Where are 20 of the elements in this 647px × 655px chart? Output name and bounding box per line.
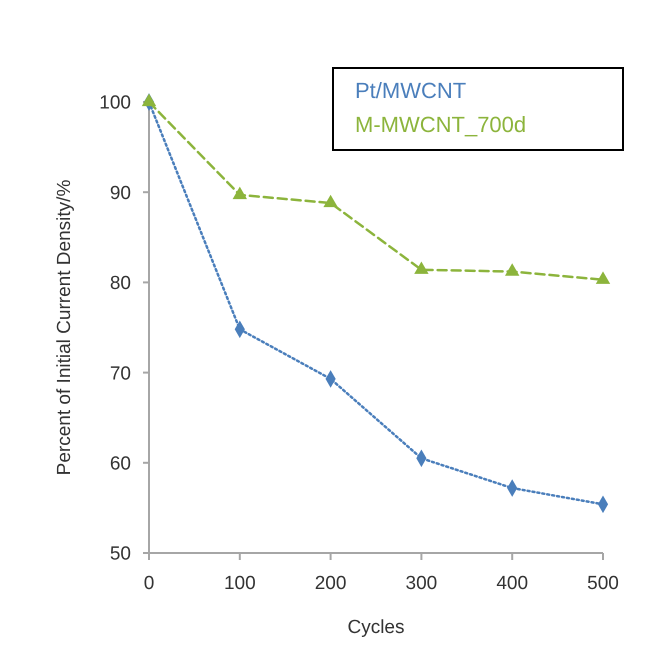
y-tick-label: 70 <box>110 363 131 384</box>
y-tick-label: 50 <box>110 544 131 565</box>
point <box>414 261 429 274</box>
point <box>596 271 610 284</box>
x-tick-label: 300 <box>406 573 438 594</box>
x-axis-title: Cycles <box>347 617 405 638</box>
point <box>504 263 520 276</box>
point <box>142 94 156 106</box>
y-tick-label: 80 <box>110 273 131 294</box>
x-tick-label: 200 <box>314 573 346 594</box>
y-tick-label: 60 <box>110 453 131 474</box>
y-tick-label: 90 <box>110 182 131 204</box>
point <box>323 194 338 208</box>
y-axis-title: Percent of Initial Current Density/% <box>54 180 75 476</box>
x-tick-label: 500 <box>587 573 619 594</box>
x-tick-label: 100 <box>224 573 256 594</box>
y-tick-label: 100 <box>99 92 131 114</box>
point <box>232 186 248 200</box>
x-tick-label: 400 <box>496 573 528 594</box>
x-tick-label: 0 <box>144 573 154 594</box>
